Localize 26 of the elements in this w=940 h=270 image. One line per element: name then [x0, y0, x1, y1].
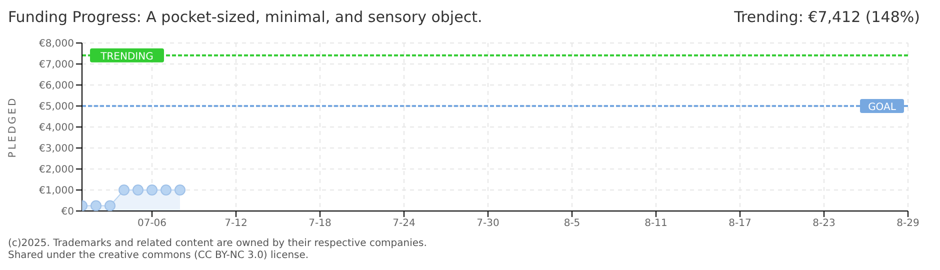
x-tick-label: 7-18 — [308, 218, 332, 230]
chart-title: Funding Progress: A pocket-sized, minimal, and sensory object. — [8, 8, 482, 26]
chart-subtitle: Trending: €7,412 (148%) — [734, 8, 920, 26]
y-tick-label: €1,000 — [39, 186, 74, 197]
x-tick-label: 8-29 — [896, 218, 920, 230]
x-tick-label: 7-24 — [392, 218, 416, 230]
y-tick-label: €0 — [61, 206, 74, 218]
y-tick-label: €3,000 — [39, 144, 74, 155]
text: Shared under the creative commons (CC BY-NC 3.0) license. — [8, 250, 310, 262]
ref-line-label: TRENDING — [100, 51, 154, 62]
ref-line-label: GOAL — [868, 102, 896, 113]
y-tick-label: €6,000 — [39, 80, 74, 92]
x-tick-label: 8-17 — [728, 218, 752, 230]
y-tick-label: €2,000 — [39, 164, 74, 176]
x-tick-label: 8-23 — [812, 218, 836, 230]
text: (c)2025. Trademarks and related content are owned by their respective companies. — [8, 238, 427, 250]
y-tick-label: €5,000 — [39, 102, 74, 113]
y-tick-label: €7,000 — [39, 60, 74, 71]
x-tick-label: 7-30 — [476, 218, 500, 230]
y-tick-label: €8,000 — [39, 38, 74, 50]
y-axis-title: PLEDGED — [8, 96, 19, 158]
x-tick-label: 8-11 — [644, 218, 668, 230]
x-tick-label: 07-06 — [137, 218, 167, 230]
x-tick-label: 8-5 — [564, 218, 580, 230]
x-tick-label: 7-12 — [224, 218, 248, 230]
y-tick-label: €4,000 — [39, 122, 74, 134]
